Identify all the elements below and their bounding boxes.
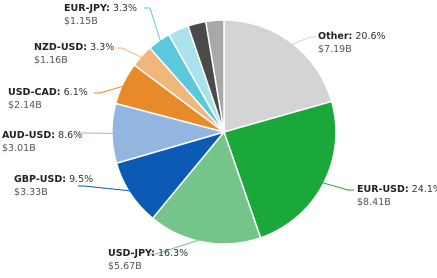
- value-label: 16.3%: [157, 248, 189, 259]
- value-label: 6.1%: [63, 87, 88, 98]
- value-label: 3.3%: [90, 42, 115, 53]
- value-label: 8.6%: [58, 130, 83, 141]
- value-label: 3.3%: [112, 3, 137, 14]
- amount-label: $3.01B: [2, 143, 36, 154]
- pie-slice: [223, 100, 337, 239]
- slice-label: USD-JPY 16.3% $5.67B: [108, 247, 188, 273]
- slice-label: EUR-JPY 3.3% $1.15B: [64, 2, 137, 28]
- leader-line: [288, 36, 316, 47]
- category-name: EUR-USD: [357, 184, 409, 195]
- leader-line: [94, 84, 127, 94]
- pie-slice: [223, 19, 333, 133]
- leader-line: [319, 181, 354, 191]
- value-label: 20.6%: [355, 31, 386, 42]
- leader-line: [116, 47, 145, 60]
- pie-slice: [151, 130, 262, 245]
- category-name: Other: [318, 31, 352, 42]
- value-label: 9.5%: [69, 174, 94, 185]
- category-name: USD-CAD: [8, 87, 61, 98]
- pie-slice: [204, 19, 225, 133]
- slice-label: GBP-USD 9.5% $3.33B: [14, 173, 93, 199]
- amount-label: $1.16B: [34, 55, 68, 66]
- amount-label: $3.33B: [14, 187, 48, 198]
- category-name: USD-JPY: [108, 248, 155, 259]
- amount-label: $7.19B: [318, 44, 352, 55]
- slice-label: AUD-USD 8.6% $3.01B: [2, 129, 82, 155]
- category-name: AUD-USD: [2, 130, 55, 141]
- slice-label: EUR-USD 24.1% $8.41B: [357, 183, 437, 209]
- slice-label: USD-CAD 6.1% $2.14B: [8, 86, 88, 112]
- amount-label: $5.67B: [108, 261, 142, 272]
- category-name: GBP-USD: [14, 174, 66, 185]
- leader-line: [144, 7, 162, 45]
- amount-label: $1.15B: [64, 16, 98, 27]
- slice-label: Other 20.6%$7.19B: [318, 30, 386, 56]
- amount-label: $8.41B: [357, 197, 391, 208]
- value-label: 24.1%: [411, 184, 437, 195]
- amount-label: $2.14B: [8, 100, 42, 111]
- leader-line: [150, 237, 205, 255]
- category-name: EUR-JPY: [64, 3, 110, 14]
- leader-line: [78, 185, 134, 192]
- slice-label: NZD-USD 3.3% $1.16B: [34, 41, 114, 67]
- category-name: NZD-USD: [34, 42, 87, 53]
